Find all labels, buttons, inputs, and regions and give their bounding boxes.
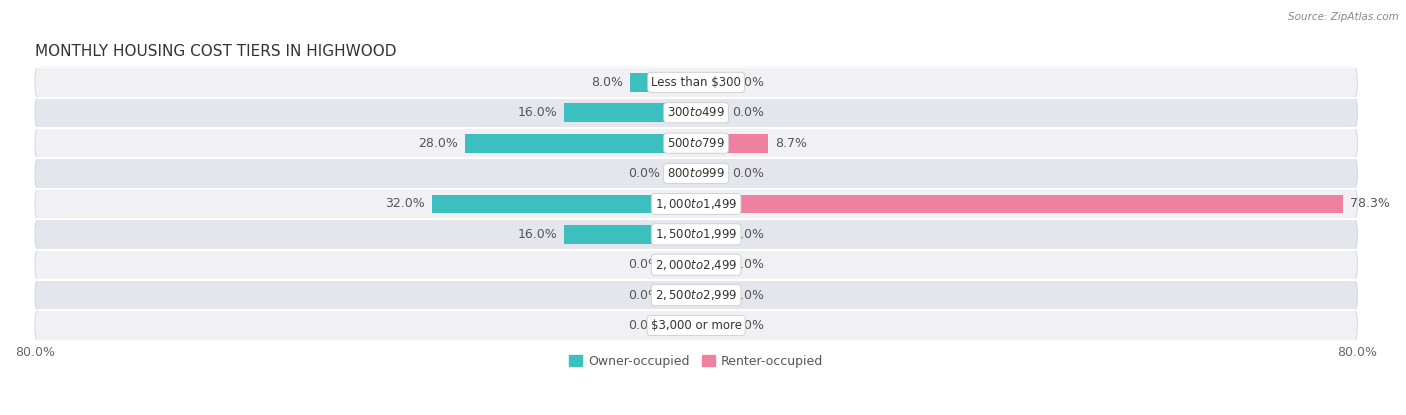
Bar — [668, 316, 696, 335]
Text: 78.3%: 78.3% — [1350, 198, 1389, 210]
Text: $2,000 to $2,499: $2,000 to $2,499 — [655, 258, 737, 272]
Text: 0.0%: 0.0% — [731, 228, 763, 241]
Text: 0.0%: 0.0% — [731, 289, 763, 302]
Bar — [668, 255, 696, 274]
FancyBboxPatch shape — [35, 219, 1357, 249]
Text: $3,000 or more: $3,000 or more — [651, 319, 741, 332]
Text: 0.0%: 0.0% — [628, 258, 661, 271]
Bar — [696, 255, 725, 274]
Bar — [564, 225, 696, 244]
Bar — [696, 286, 725, 305]
Bar — [696, 73, 725, 92]
FancyBboxPatch shape — [35, 310, 1357, 341]
Text: 0.0%: 0.0% — [731, 167, 763, 180]
FancyBboxPatch shape — [35, 280, 1357, 310]
FancyBboxPatch shape — [35, 98, 1357, 128]
Text: $800 to $999: $800 to $999 — [668, 167, 725, 180]
Bar — [630, 73, 696, 92]
Text: 28.0%: 28.0% — [418, 137, 458, 150]
Bar — [696, 134, 768, 153]
Bar — [696, 316, 725, 335]
Text: $300 to $499: $300 to $499 — [668, 106, 725, 119]
Bar — [668, 164, 696, 183]
Text: 0.0%: 0.0% — [731, 319, 763, 332]
Legend: Owner-occupied, Renter-occupied: Owner-occupied, Renter-occupied — [564, 350, 828, 373]
Text: $1,500 to $1,999: $1,500 to $1,999 — [655, 227, 737, 242]
Bar — [465, 134, 696, 153]
Bar — [564, 103, 696, 122]
Bar — [696, 195, 1343, 213]
Text: 0.0%: 0.0% — [628, 289, 661, 302]
Bar — [432, 195, 696, 213]
Bar — [696, 103, 725, 122]
Text: $500 to $799: $500 to $799 — [668, 137, 725, 150]
Text: 0.0%: 0.0% — [731, 258, 763, 271]
Text: 32.0%: 32.0% — [385, 198, 425, 210]
Text: $1,000 to $1,499: $1,000 to $1,499 — [655, 197, 737, 211]
Text: Less than $300: Less than $300 — [651, 76, 741, 89]
Text: 0.0%: 0.0% — [628, 167, 661, 180]
Text: 0.0%: 0.0% — [628, 319, 661, 332]
Text: $2,500 to $2,999: $2,500 to $2,999 — [655, 288, 737, 302]
FancyBboxPatch shape — [35, 189, 1357, 219]
FancyBboxPatch shape — [35, 249, 1357, 280]
Text: 8.7%: 8.7% — [775, 137, 807, 150]
Text: 0.0%: 0.0% — [731, 106, 763, 119]
Text: Source: ZipAtlas.com: Source: ZipAtlas.com — [1288, 12, 1399, 22]
Bar — [696, 225, 725, 244]
Text: 8.0%: 8.0% — [592, 76, 623, 89]
FancyBboxPatch shape — [35, 67, 1357, 98]
Text: 16.0%: 16.0% — [517, 228, 557, 241]
FancyBboxPatch shape — [35, 159, 1357, 189]
Text: MONTHLY HOUSING COST TIERS IN HIGHWOOD: MONTHLY HOUSING COST TIERS IN HIGHWOOD — [35, 44, 396, 59]
Text: 16.0%: 16.0% — [517, 106, 557, 119]
Bar — [696, 164, 725, 183]
FancyBboxPatch shape — [35, 128, 1357, 159]
Bar — [668, 286, 696, 305]
Text: 0.0%: 0.0% — [731, 76, 763, 89]
